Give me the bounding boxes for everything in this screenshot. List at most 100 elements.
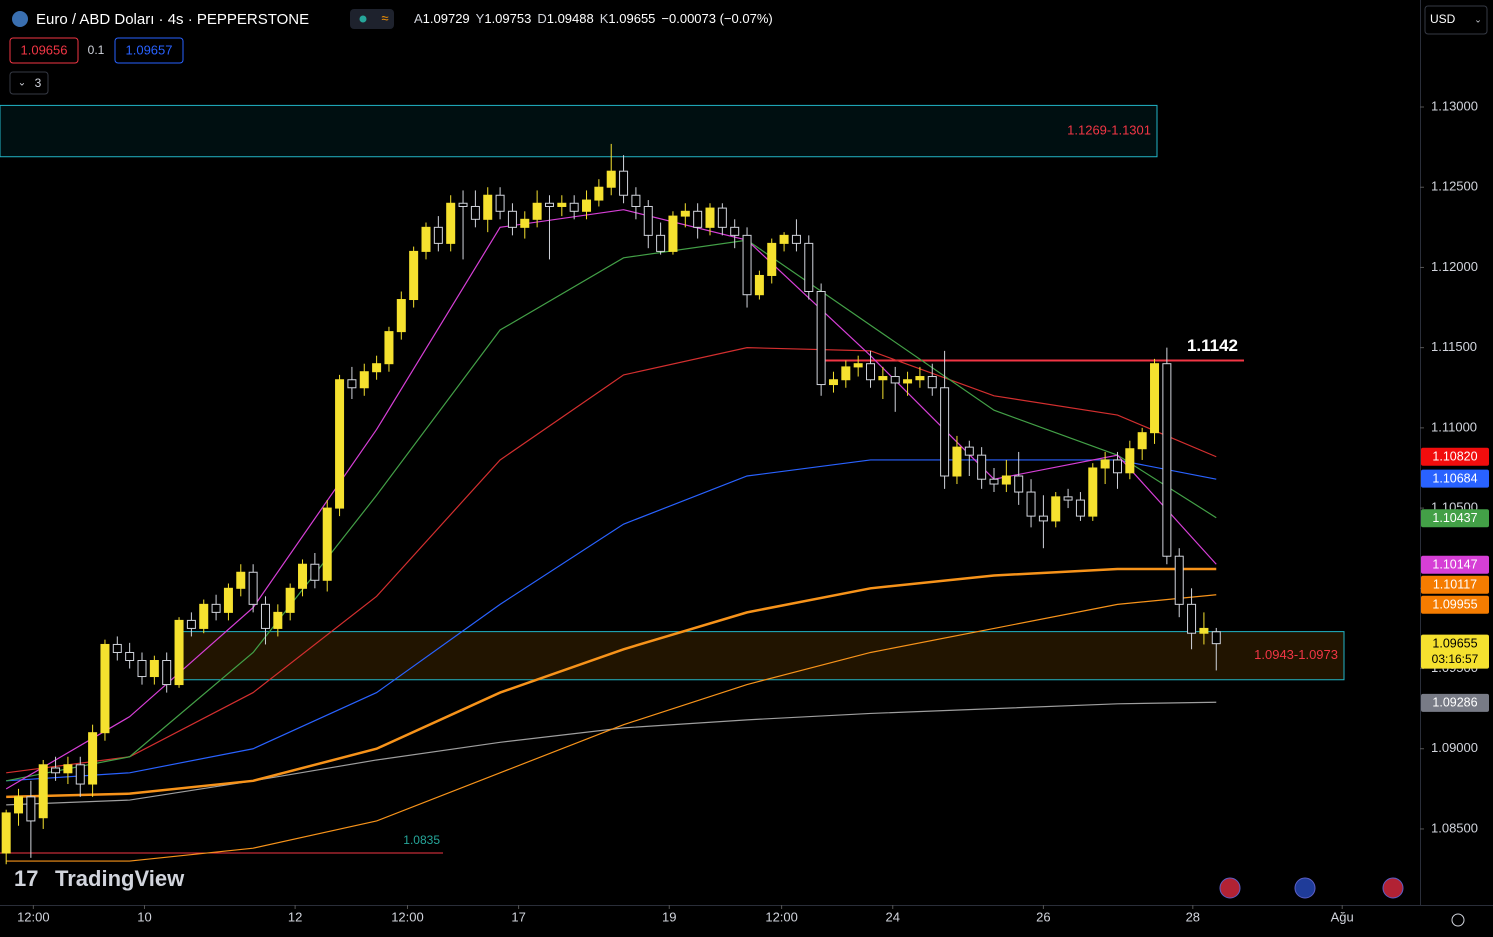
currency-select[interactable]: [1424, 5, 1488, 35]
currency[interactable]: USD: [1430, 12, 1456, 26]
candle-body: [841, 366, 851, 381]
candle-body: [260, 603, 270, 629]
ohlc-label: A: [414, 11, 423, 26]
candle-body: [470, 205, 480, 220]
status-badge: [350, 9, 394, 29]
candle-body: [940, 387, 950, 477]
candle-body: [606, 170, 616, 188]
moving-average: [6, 459, 1217, 782]
x-tick-label: 12:00: [17, 909, 50, 924]
candle-body: [495, 194, 505, 212]
ohlc: A1.09729 Y1.09753 D1.09488 K1.09655 −0.00073…: [414, 11, 773, 26]
candle-body: [396, 299, 406, 333]
candle-body: [88, 732, 98, 785]
price-badge-label: 1.10147: [1432, 558, 1477, 572]
candle-body: [1063, 496, 1073, 501]
candle-body: [816, 291, 826, 386]
candle-body: [458, 202, 468, 207]
candle-body: [791, 234, 801, 244]
candle-body: [285, 587, 295, 613]
price-badge: [1421, 447, 1489, 466]
candle-body: [977, 454, 987, 480]
candle-body: [754, 274, 764, 296]
candle-body: [594, 186, 604, 201]
price-badge-label: 1.10820: [1432, 450, 1477, 464]
ohlc-value: 1.09753: [484, 11, 531, 26]
watermark: TradingView: [55, 866, 185, 891]
candle-body: [1075, 499, 1085, 517]
status-dot: [359, 15, 367, 23]
candle-body: [322, 507, 332, 581]
candle-body: [1187, 603, 1197, 634]
x-tick-label: 26: [1036, 909, 1050, 924]
countdown: 03:16:57: [1432, 652, 1479, 666]
zone-label: 1.1269-1.1301: [1067, 123, 1151, 138]
candle-body: [582, 199, 592, 212]
moving-average: [6, 347, 1217, 774]
x-tick-label: 19: [662, 909, 676, 924]
x-tick-label: 12:00: [391, 909, 424, 924]
event-flag[interactable]: [1219, 877, 1241, 899]
candle-body: [14, 796, 24, 814]
ohlc-value: 1.09729: [423, 11, 470, 26]
watermark-logo: 17: [14, 866, 38, 891]
candle-body: [520, 218, 530, 228]
candle-body: [680, 210, 690, 217]
ohlc-label: D: [537, 11, 546, 26]
candle-body: [878, 376, 888, 381]
candle-body: [964, 446, 974, 456]
candle-body: [483, 194, 493, 220]
candle-body: [248, 571, 258, 605]
candle-body: [433, 226, 443, 244]
y-tick-label: 1.12500: [1431, 179, 1478, 194]
candle-body: [1137, 432, 1147, 450]
candle-body: [1088, 467, 1098, 517]
sell-button[interactable]: [9, 37, 79, 64]
indicator-count[interactable]: 3: [35, 76, 42, 90]
candle-body: [199, 603, 209, 629]
chevron[interactable]: ⌄: [18, 78, 26, 89]
price-badge-label: 1.10117: [1433, 578, 1477, 592]
price-badge-label: 1.09655: [1432, 636, 1477, 650]
chevron[interactable]: ⌄: [1474, 14, 1482, 24]
x-tick-label: 12: [288, 909, 302, 924]
candle-body: [569, 202, 579, 212]
x-tick-label: 12:00: [765, 909, 798, 924]
price-badge: [1421, 595, 1489, 614]
event-flag[interactable]: [1382, 877, 1404, 899]
price-badge: [1421, 509, 1489, 528]
y-tick-label: 1.11500: [1431, 339, 1477, 354]
candle-body: [211, 603, 221, 613]
candle-body: [643, 205, 653, 236]
buy-price[interactable]: 1.09657: [126, 42, 173, 57]
plot-area: [0, 104, 1345, 865]
y-tick-label: 1.08500: [1431, 820, 1478, 835]
sell-price[interactable]: 1.09656: [21, 42, 68, 57]
symbol-title: Euro / ABD Doları · 4s · PEPPERSTONE: [36, 11, 309, 28]
candle-body: [409, 250, 419, 301]
candle-body: [26, 796, 36, 822]
price-badge: [1421, 575, 1489, 594]
candle-body: [63, 764, 73, 774]
candle-body: [1112, 459, 1122, 474]
price-badge: [1421, 693, 1489, 712]
indicator-toggle[interactable]: [9, 71, 49, 95]
candle-body: [100, 643, 110, 734]
event-flag[interactable]: [1294, 877, 1316, 899]
candle-body: [1174, 555, 1184, 605]
buy-button[interactable]: [114, 37, 184, 64]
candle-body: [1, 812, 11, 854]
candle-body: [1125, 448, 1135, 474]
x-tick-label: 28: [1186, 909, 1200, 924]
candle-body: [804, 242, 814, 293]
candle-body: [149, 660, 159, 678]
candle-body: [273, 611, 283, 629]
candle-body: [236, 571, 246, 589]
settings-icon[interactable]: [1451, 913, 1465, 927]
candle-body: [730, 226, 740, 236]
price-badge-label: 1.09286: [1432, 696, 1477, 710]
x-tick-label: 17: [511, 909, 525, 924]
y-tick-label: 1.09000: [1431, 740, 1478, 755]
candle-body: [532, 202, 542, 220]
